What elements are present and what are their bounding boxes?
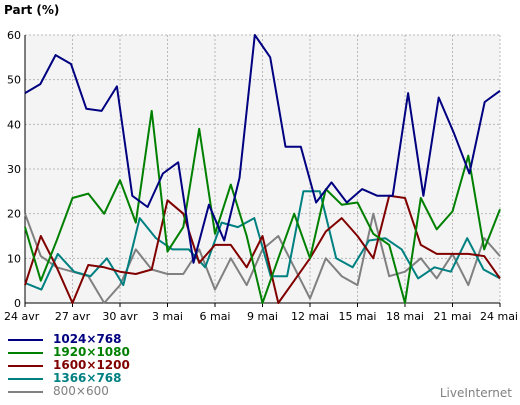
- legend: 1024×768 1920×1080 1600×1200 1366×768 800×60…: [8, 333, 130, 398]
- x-tick-label: 3 mai: [152, 310, 183, 323]
- series-line-1: [24, 109, 501, 304]
- legend-swatch: [8, 377, 43, 380]
- legend-item: 1366×768: [8, 372, 130, 385]
- x-tick-label: 18 mai: [386, 310, 424, 323]
- x-tick-label: 6 mai: [199, 310, 230, 323]
- x-tick-label: 9 mai: [247, 310, 278, 323]
- legend-swatch: [8, 351, 43, 354]
- y-tick-label: 40: [7, 118, 21, 131]
- legend-label: 800×600: [53, 384, 109, 398]
- legend-label: 1920×1080: [53, 345, 130, 359]
- legend-label: 1600×1200: [53, 358, 130, 372]
- y-tick-label: 60: [7, 29, 21, 42]
- series-line-3: [24, 190, 501, 291]
- legend-item: 800×600: [8, 385, 130, 398]
- legend-item: 1600×1200: [8, 359, 130, 372]
- x-tick-label: 15 mai: [338, 310, 376, 323]
- x-tick-label: 21 mai: [433, 310, 471, 323]
- y-tick-label: 10: [7, 252, 21, 265]
- credit-label: LiveInternet: [439, 386, 512, 400]
- x-tick-label: 30 avr: [102, 310, 138, 323]
- x-tick-label: 24 avr: [4, 310, 40, 323]
- x-tick-label: 24 mai: [480, 310, 518, 323]
- y-tick-label: 30: [7, 163, 21, 176]
- legend-item: 1024×768: [8, 333, 130, 346]
- x-tick-label: 12 mai: [291, 310, 329, 323]
- y-tick-label: 50: [7, 74, 21, 87]
- legend-swatch: [8, 364, 43, 367]
- legend-swatch: [8, 390, 43, 393]
- y-axis-label: Part (%): [4, 3, 60, 17]
- series-line-0: [24, 34, 501, 264]
- legend-label: 1024×768: [53, 332, 122, 346]
- series-line-2: [24, 194, 501, 304]
- legend-label: 1366×768: [53, 371, 122, 385]
- y-tick-label: 20: [7, 208, 21, 221]
- x-tick-label: 27 avr: [55, 310, 91, 323]
- legend-swatch: [8, 338, 43, 341]
- legend-item: 1920×1080: [8, 346, 130, 359]
- y-tick-label: 0: [14, 297, 21, 310]
